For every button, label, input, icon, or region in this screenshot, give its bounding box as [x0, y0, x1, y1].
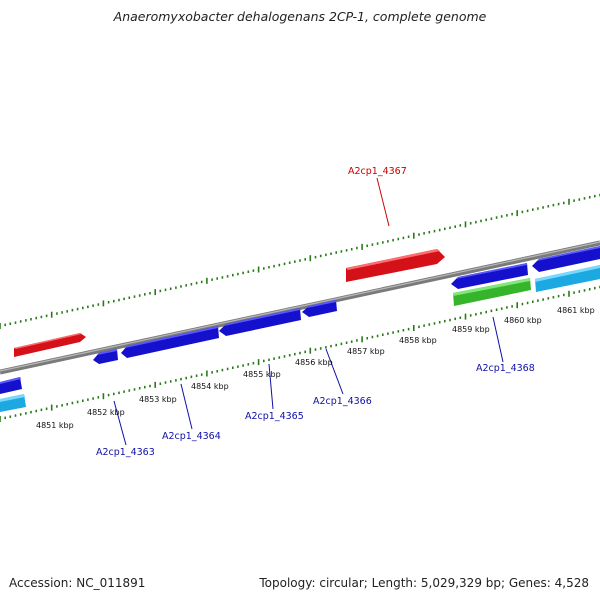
gene-label-a2cp1-4368[interactable]: A2cp1_4368 — [476, 363, 535, 374]
callout-a2cp1-4367 — [376, 177, 390, 227]
scale-label-4857: 4857 kbp — [347, 347, 385, 356]
gene-reverse-right[interactable] — [532, 246, 600, 272]
callout-a2cp1-4365 — [268, 363, 274, 410]
gene-label-a2cp1-4364[interactable]: A2cp1_4364 — [162, 431, 221, 442]
gene-label-a2cp1-4365[interactable]: A2cp1_4365 — [245, 411, 304, 422]
inner-scale-ticks — [0, 285, 600, 422]
callout-a2cp1-4368 — [492, 316, 504, 363]
gene-label-a2cp1-4363[interactable]: A2cp1_4363 — [96, 447, 155, 458]
gene-reverse-leftmost[interactable] — [0, 377, 22, 394]
gene-label-a2cp1-4366[interactable]: A2cp1_4366 — [313, 396, 372, 407]
summary-text: Topology: circular; Length: 5,029,329 bp… — [259, 576, 589, 590]
gene-cyan-left[interactable] — [0, 394, 26, 412]
gene-forward-left[interactable] — [14, 333, 86, 357]
scale-label-4852: 4852 kbp — [87, 408, 125, 417]
callout-a2cp1-4363 — [113, 400, 127, 446]
gene-a2cp1-4363[interactable] — [93, 349, 118, 364]
gene-cyan-right[interactable] — [535, 265, 600, 292]
scale-label-4858: 4858 kbp — [399, 336, 437, 345]
scale-label-4859: 4859 kbp — [452, 325, 490, 334]
gene-a2cp1-4365[interactable] — [219, 308, 301, 336]
gene-label-a2cp1-4367[interactable]: A2cp1_4367 — [348, 166, 407, 177]
genome-backbone-highlight — [0, 241, 600, 372]
gene-green-right[interactable] — [453, 278, 531, 306]
scale-label-4861: 4861 kbp — [557, 306, 595, 315]
gene-a2cp1-4364[interactable] — [121, 326, 219, 358]
gene-a2cp1-4367[interactable] — [346, 249, 445, 282]
accession-text: Accession: NC_011891 — [9, 576, 146, 590]
callout-a2cp1-4366 — [325, 348, 344, 395]
scale-label-4853: 4853 kbp — [139, 395, 177, 404]
genome-backbone — [0, 240, 600, 375]
gene-a2cp1-4366[interactable] — [302, 300, 337, 317]
scale-label-4856: 4856 kbp — [295, 358, 333, 367]
outer-scale-ticks — [0, 193, 600, 329]
scale-label-4860: 4860 kbp — [504, 316, 542, 325]
callout-a2cp1-4364 — [180, 383, 193, 430]
scale-label-4854: 4854 kbp — [191, 382, 229, 391]
scale-label-4855: 4855 kbp — [243, 370, 281, 379]
scale-label-4851: 4851 kbp — [36, 421, 74, 430]
gene-a2cp1-4368[interactable] — [451, 263, 528, 289]
map-title: Anaeromyxobacter dehalogenans 2CP-1, com… — [113, 9, 487, 24]
